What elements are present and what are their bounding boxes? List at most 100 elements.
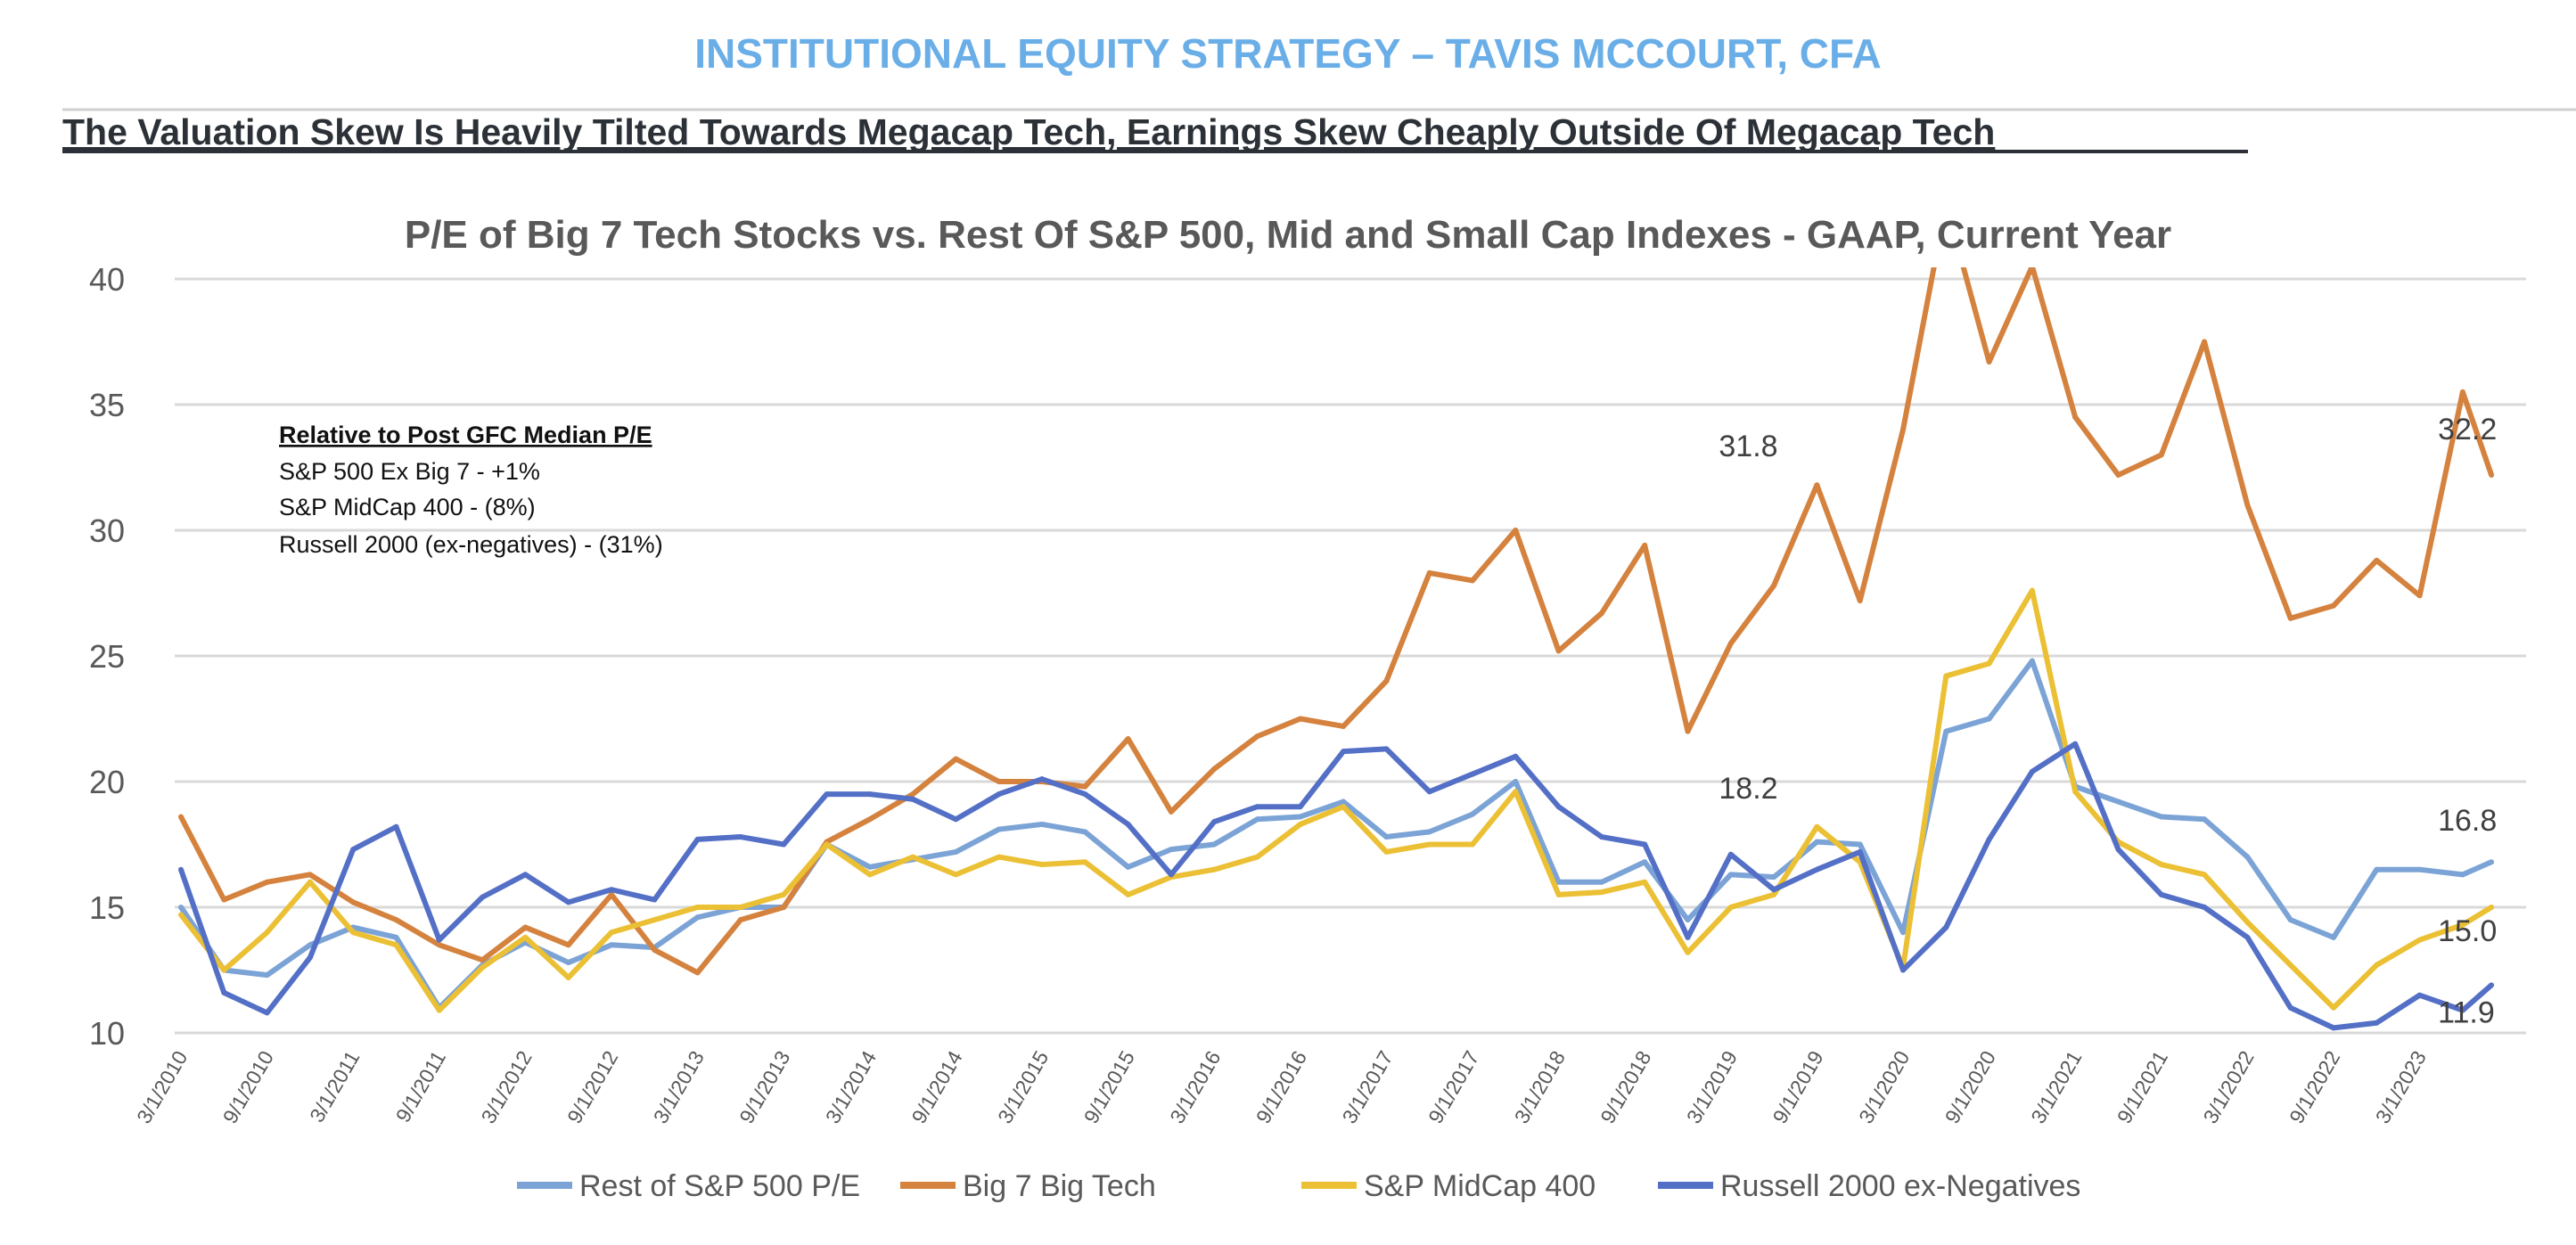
x-tick-label: 9/1/2019	[1768, 1046, 1827, 1127]
y-tick-label: 30	[89, 512, 125, 549]
data-point	[2489, 982, 2495, 988]
data-point	[2331, 934, 2336, 940]
y-tick-label: 40	[89, 261, 125, 298]
data-point	[2416, 866, 2423, 872]
data-point	[565, 960, 571, 966]
data-point	[652, 897, 658, 903]
data-point	[436, 1007, 442, 1013]
data-point	[694, 970, 701, 976]
data-point	[1900, 427, 1906, 433]
data-point	[1857, 597, 1863, 603]
x-tick-label: 3/1/2010	[132, 1047, 192, 1128]
data-point	[1125, 864, 1131, 870]
data-point	[2374, 557, 2380, 563]
x-axis-ticks: 3/1/2010 9/1/2010 3/1/2011 9/1/2011 3/1/2012…	[132, 1046, 2431, 1127]
data-point	[2115, 799, 2121, 805]
data-point	[2331, 1004, 2336, 1011]
data-point	[2030, 267, 2035, 269]
data-point	[1426, 841, 1432, 848]
data-point	[2489, 905, 2495, 910]
data-point	[2459, 872, 2465, 878]
data-point	[393, 942, 399, 948]
data-point	[1168, 872, 1174, 878]
data-point	[1513, 753, 1519, 759]
data-point	[1383, 678, 1390, 684]
data-point	[565, 899, 571, 905]
data-point	[910, 854, 916, 860]
data-point	[307, 879, 313, 885]
data-point	[1727, 851, 1734, 857]
data-point	[2115, 847, 2121, 853]
data-point	[1555, 891, 1562, 897]
data-point	[996, 779, 1002, 784]
data-point	[1341, 749, 1347, 755]
legend-label: Rest of S&P 500 P/E	[579, 1169, 860, 1203]
data-point	[2244, 502, 2251, 508]
data-point	[866, 816, 873, 823]
data-point	[652, 946, 658, 953]
data-point	[480, 964, 486, 971]
data-point	[393, 917, 399, 923]
data-point	[1426, 569, 1432, 576]
x-tick-label: 9/1/2018	[1596, 1047, 1655, 1128]
data-point	[2287, 615, 2293, 621]
data-point	[1426, 829, 1432, 835]
data-point	[2029, 587, 2035, 594]
data-point	[953, 756, 959, 762]
data-point	[1513, 789, 1519, 795]
data-point	[2374, 1020, 2380, 1026]
data-point	[1598, 879, 1604, 885]
data-point	[1039, 776, 1045, 782]
data-point	[2029, 658, 2035, 664]
data-point	[1555, 879, 1562, 885]
y-tick-label: 20	[89, 764, 125, 800]
data-point	[1470, 841, 1475, 848]
x-tick-label: 3/1/2013	[649, 1047, 709, 1128]
data-point	[1426, 789, 1432, 795]
data-point	[1470, 771, 1475, 777]
x-tick-label: 9/1/2012	[562, 1047, 622, 1128]
data-point	[2416, 992, 2423, 998]
data-point	[307, 942, 313, 948]
data-point	[953, 872, 959, 878]
data-point	[2416, 593, 2423, 599]
data-point	[2459, 921, 2465, 928]
data-point	[1685, 917, 1691, 923]
data-point	[953, 816, 959, 823]
x-tick-label: 3/1/2015	[993, 1047, 1053, 1128]
data-point	[1986, 359, 1992, 365]
data-point	[2158, 452, 2164, 458]
data-point	[1943, 673, 1949, 679]
data-point	[565, 974, 571, 980]
data-point	[694, 905, 701, 910]
report-header-title: INSTITUTIONAL EQUITY STRATEGY – TAVIS MC…	[694, 30, 1882, 77]
data-point	[480, 957, 486, 963]
data-point	[2202, 816, 2208, 823]
data-point	[609, 891, 614, 897]
data-point	[436, 942, 442, 948]
data-point	[1685, 934, 1691, 940]
data-label: 18.2	[1719, 772, 1777, 806]
data-point	[2244, 934, 2251, 940]
data-point	[522, 872, 529, 878]
series-line-s-p-midcap-400	[178, 587, 2493, 1013]
data-point	[307, 954, 313, 961]
data-point	[1513, 528, 1519, 533]
series-line-russell-2000-ex-negatives	[178, 741, 2494, 1031]
data-point	[781, 905, 787, 910]
data-point	[781, 891, 787, 897]
data-point	[652, 917, 658, 923]
data-point	[1383, 746, 1390, 752]
data-point	[1814, 866, 1820, 872]
x-tick-label: 3/1/2016	[1165, 1047, 1225, 1128]
data-point	[2416, 937, 2423, 943]
data-label: 31.8	[1719, 430, 1777, 463]
data-point	[609, 930, 614, 936]
data-point	[2244, 919, 2251, 925]
y-tick-label: 15	[89, 889, 125, 926]
data-point	[1642, 841, 1648, 848]
data-point	[1727, 905, 1734, 910]
data-point	[1642, 859, 1648, 865]
data-point	[2287, 1004, 2293, 1011]
legend-label: Big 7 Big Tech	[963, 1169, 1156, 1203]
